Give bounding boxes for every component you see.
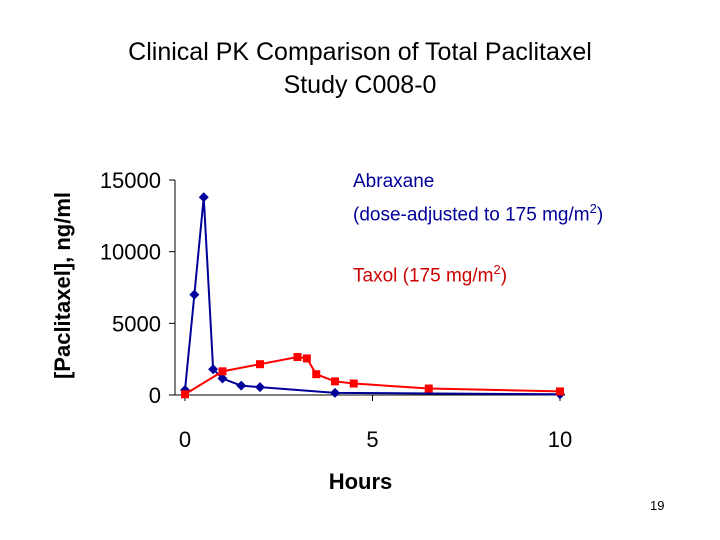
data-point xyxy=(331,377,339,386)
data-point xyxy=(236,380,247,391)
data-point xyxy=(198,192,209,203)
data-point xyxy=(189,289,200,300)
y-tick-label: 10000 xyxy=(100,240,161,265)
data-point xyxy=(181,390,189,399)
x-axis-label: Hours xyxy=(329,469,393,494)
legend-abraxane-note: (dose-adjusted to 175 mg/m2) xyxy=(353,201,604,226)
data-point xyxy=(217,373,228,384)
data-point xyxy=(208,364,219,375)
legend-abraxane: Abraxane (dose-adjusted to 175 mg/m2) xyxy=(353,168,603,228)
data-point xyxy=(556,387,564,396)
y-tick-label: 5000 xyxy=(112,311,161,336)
x-tick-label: 10 xyxy=(548,427,572,452)
data-point xyxy=(424,384,433,393)
page-number: 19 xyxy=(650,498,665,513)
data-point xyxy=(256,360,264,369)
data-point xyxy=(293,353,302,362)
y-tick-label: 15000 xyxy=(100,168,161,193)
data-point xyxy=(302,354,311,363)
data-point xyxy=(349,379,358,388)
legend-taxol: Taxol (175 mg/m2) xyxy=(353,256,507,289)
legend-abraxane-name: Abraxane xyxy=(353,171,435,192)
chart-subtitle: Study C008-0 xyxy=(283,71,437,99)
data-point xyxy=(218,367,227,376)
x-tick-label: 0 xyxy=(179,427,191,452)
x-tick-label: 5 xyxy=(366,427,378,452)
chart-title-block: Clinical PK Comparison of Total Paclitax… xyxy=(0,36,720,102)
data-point xyxy=(312,370,321,379)
chart-title: Clinical PK Comparison of Total Paclitax… xyxy=(128,38,592,66)
legend-taxol-name: Taxol (175 mg/m2) xyxy=(353,262,508,287)
y-tick-label: 0 xyxy=(149,383,161,408)
data-point xyxy=(255,382,265,393)
y-axis-label: [Paclitaxel], ng/ml xyxy=(50,192,75,379)
series-line-1 xyxy=(184,356,561,396)
data-point xyxy=(330,387,340,398)
